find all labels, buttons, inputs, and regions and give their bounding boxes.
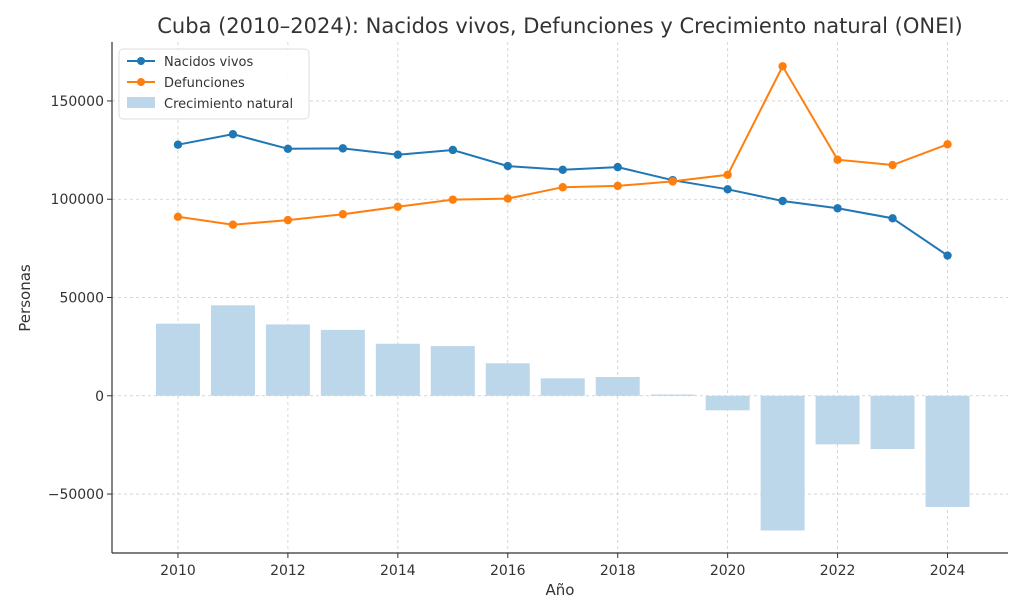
data-point — [393, 202, 403, 211]
x-axis-label: Año — [546, 581, 575, 599]
bar — [375, 343, 420, 396]
legend-label: Nacidos vivos — [164, 55, 254, 70]
data-point — [943, 251, 952, 260]
x-tick-label: 2024 — [930, 563, 966, 579]
chart-title: Cuba (2010–2024): Nacidos vivos, Defunci… — [157, 14, 962, 38]
data-point — [888, 160, 897, 170]
legend-bar-swatch — [127, 97, 155, 108]
bar — [155, 323, 200, 396]
data-point — [723, 170, 732, 179]
y-tick-label: −50000 — [48, 487, 104, 503]
bar — [485, 363, 530, 396]
data-point — [888, 214, 897, 223]
data-point — [283, 144, 293, 153]
y-tick-label: 50000 — [59, 291, 104, 307]
data-point — [338, 144, 348, 153]
data-point — [228, 130, 238, 139]
legend-label: Defunciones — [164, 76, 245, 91]
x-tick-label: 2016 — [490, 563, 526, 579]
legend-marker — [137, 57, 145, 65]
data-point — [723, 185, 732, 194]
x-tick-label: 2022 — [820, 563, 856, 579]
data-point — [943, 140, 952, 149]
ticks: 2010 2012 2014 2016 2018 2020 2022 2024 −50000 0 5… — [48, 94, 966, 579]
data-point — [833, 155, 842, 164]
bar — [265, 324, 310, 396]
x-tick-label: 2018 — [600, 563, 636, 579]
series-line — [177, 133, 949, 257]
data-point — [778, 62, 787, 71]
bar — [210, 305, 255, 396]
data-point — [613, 162, 622, 172]
bar — [815, 395, 860, 445]
legend-label: Crecimiento natural — [164, 97, 293, 112]
bar — [595, 377, 640, 396]
bars — [155, 305, 970, 531]
data-point — [448, 195, 458, 204]
data-point — [173, 140, 183, 149]
bar — [320, 329, 365, 396]
bar — [760, 395, 805, 531]
data-point — [393, 150, 403, 159]
data-point — [833, 204, 842, 213]
legend-frame — [118, 48, 310, 120]
data-point — [668, 177, 677, 186]
data-point — [613, 181, 622, 191]
bar — [705, 395, 750, 411]
data-point — [503, 194, 512, 203]
lines — [173, 62, 952, 260]
x-tick-label: 2014 — [380, 563, 416, 579]
y-axis-label: Personas — [16, 264, 34, 332]
y-tick-label: 0 — [95, 389, 104, 405]
y-tick-label: 150000 — [51, 94, 104, 110]
data-point — [448, 145, 458, 155]
data-point — [558, 183, 567, 192]
bar — [870, 395, 915, 450]
bar — [540, 378, 585, 396]
bar — [650, 394, 695, 396]
data-point — [173, 212, 183, 221]
data-point — [558, 165, 567, 175]
bar — [430, 346, 475, 396]
data-point — [503, 161, 512, 171]
x-tick-label: 2010 — [160, 563, 196, 579]
x-tick-label: 2012 — [270, 563, 306, 579]
y-tick-label: 100000 — [51, 192, 104, 208]
data-point — [283, 215, 293, 225]
legend-marker — [137, 78, 145, 86]
bar — [925, 395, 970, 507]
legend: Nacidos vivos Defunciones Crecimiento natu… — [118, 48, 310, 120]
data-point — [338, 210, 348, 219]
x-tick-label: 2020 — [710, 563, 746, 579]
data-point — [228, 220, 238, 229]
data-point — [778, 196, 787, 206]
